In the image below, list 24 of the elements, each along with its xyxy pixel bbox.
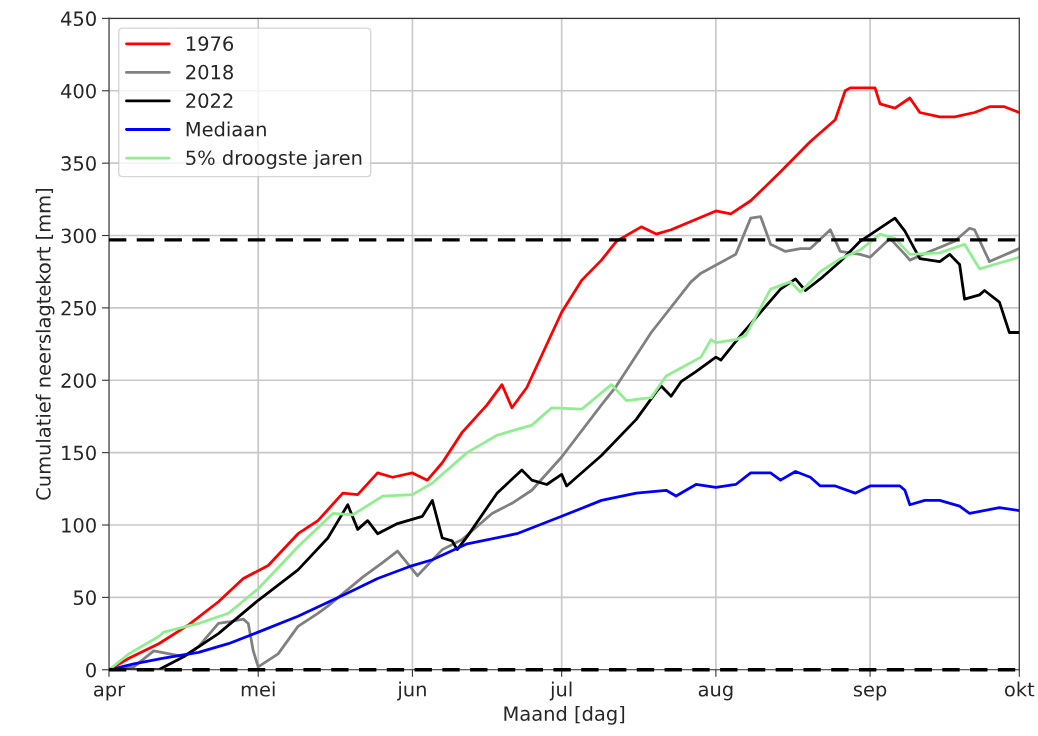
x-tick-label: mei [241,681,275,697]
legend-label: 1976 [186,36,234,51]
x-tick-label: jun [397,681,426,701]
y-tick-label: 150 [62,445,96,461]
y-axis-title: Cumulatief neerslagtekort [mm] [35,189,55,500]
y-tick-label: 200 [61,373,96,388]
y-tick-label: 450 [61,11,96,27]
x-tick-label: jul [549,681,572,701]
legend-label: 5% droogste jaren [186,150,362,169]
x-tick-label: aug [698,685,733,701]
y-tick-label: 100 [62,517,96,533]
y-tick-label: 350 [61,156,96,171]
x-axis-title: Maand [dag] [504,705,625,725]
legend-label: 2022 [186,93,233,109]
x-tick-label: sep [853,685,887,701]
y-tick-label: 0 [86,662,96,678]
y-tick-label: 400 [61,83,96,99]
legend-label: Mediaan [186,121,266,137]
x-tick-label: apr [94,685,126,701]
y-tick-label: 300 [61,228,96,244]
x-tick-label: okt [1005,681,1035,697]
y-tick-label: 250 [61,300,96,316]
legend-label: 2018 [186,64,233,80]
y-tick-label: 50 [73,590,96,606]
